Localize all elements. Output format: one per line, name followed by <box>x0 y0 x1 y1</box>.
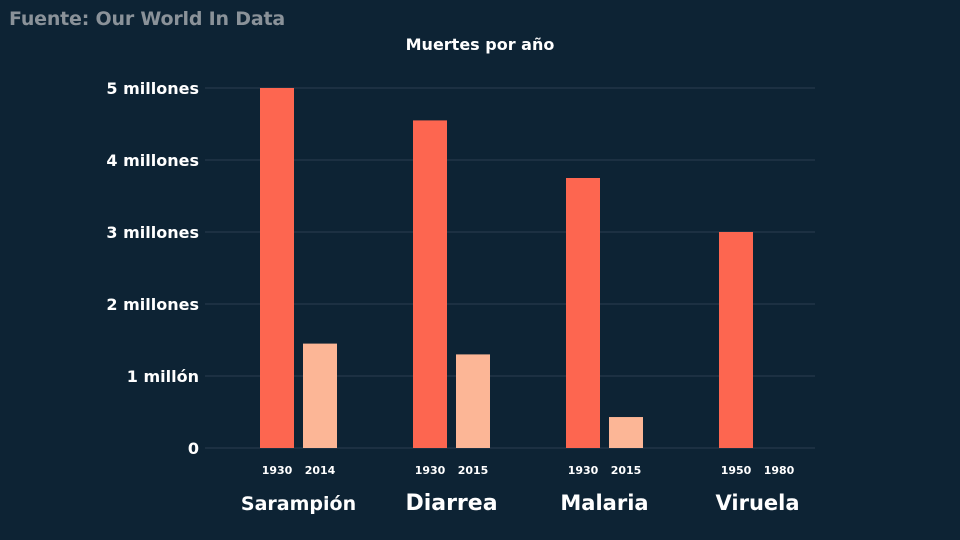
grid-lines <box>205 87 815 449</box>
y-tick-label: 1 millón <box>127 367 199 386</box>
bar-diarrea-2015 <box>456 354 490 448</box>
group-label: Malaria <box>560 491 648 515</box>
bar-malaria-1930 <box>566 178 600 448</box>
group-label: Viruela <box>716 491 800 515</box>
y-tick-label: 5 millones <box>106 79 199 98</box>
bar-sarampión-1930 <box>260 88 294 448</box>
bar-diarrea-1930 <box>413 120 447 449</box>
x-axis-labels: 1930 2014 Sarampión 1930 2015 Diarrea 1930 2015… <box>241 464 800 516</box>
x-year-label: 1980 <box>764 464 795 477</box>
bar-malaria-2015 <box>609 417 643 448</box>
x-year-label: 2015 <box>458 464 489 477</box>
y-tick-label: 0 <box>188 439 199 458</box>
x-year-label: 1950 <box>721 464 752 477</box>
source-label: Fuente: Our World In Data <box>9 8 285 30</box>
x-year-label: 1930 <box>262 464 293 477</box>
bar-viruela-1950 <box>719 232 753 448</box>
bars <box>260 88 753 449</box>
x-year-label: 2014 <box>305 464 336 477</box>
bar-sarampión-2014 <box>303 343 337 448</box>
group-label: Sarampión <box>241 493 356 515</box>
x-year-label: 1930 <box>415 464 446 477</box>
group-label: Diarrea <box>405 491 497 516</box>
chart-title: Muertes por año <box>406 35 555 54</box>
y-axis-ticks: 0 1 millón 2 millones 3 millones 4 millones 5… <box>106 79 199 458</box>
y-tick-label: 2 millones <box>106 295 199 314</box>
y-tick-label: 3 millones <box>106 223 199 242</box>
x-year-label: 1930 <box>568 464 599 477</box>
y-tick-label: 4 millones <box>106 151 199 170</box>
x-year-label: 2015 <box>611 464 642 477</box>
